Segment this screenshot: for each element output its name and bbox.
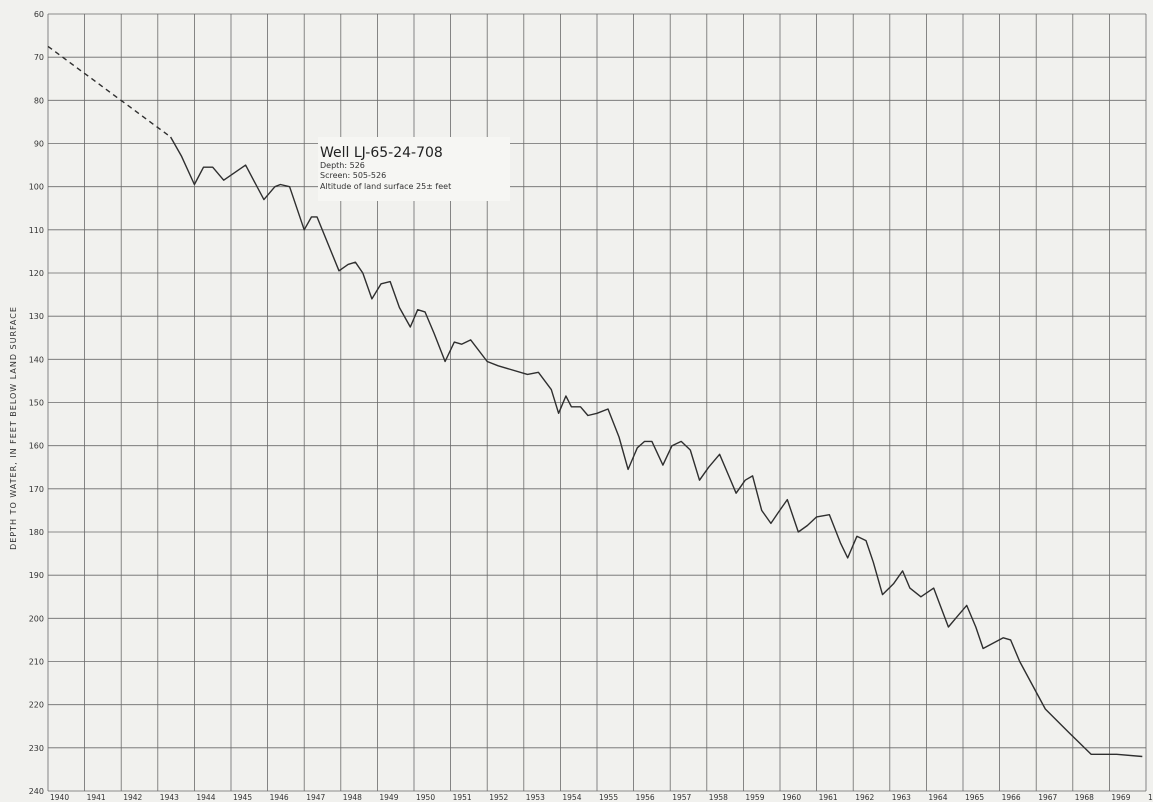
y-tick-label: 80 xyxy=(34,96,44,105)
x-tick-label: 1944 xyxy=(196,793,215,802)
y-tick-label: 240 xyxy=(29,787,44,796)
y-tick-label: 140 xyxy=(29,355,44,364)
x-tick-label: 1956 xyxy=(636,793,655,802)
x-tick-label: 1951 xyxy=(453,793,472,802)
x-tick-label: 1968 xyxy=(1075,793,1094,802)
annotation-depth: Depth: 526 xyxy=(320,161,365,170)
estimated-water-level-line xyxy=(47,45,172,138)
y-tick-label: 190 xyxy=(29,571,44,580)
x-tick-label: 1953 xyxy=(526,793,545,802)
x-tick-label: 1963 xyxy=(892,793,911,802)
y-tick-label: 130 xyxy=(29,312,44,321)
x-tick-label: 1960 xyxy=(782,793,801,802)
x-tick-label: 1940 xyxy=(50,793,69,802)
x-tick-label: 1943 xyxy=(160,793,179,802)
y-tick-label: 70 xyxy=(34,53,44,62)
y-tick-label: 160 xyxy=(29,442,44,451)
x-tick-label: 1947 xyxy=(306,793,325,802)
water-level-line xyxy=(169,136,1143,758)
y-tick-label: 150 xyxy=(29,399,44,408)
x-tick-label: 1948 xyxy=(343,793,362,802)
y-tick-label: 230 xyxy=(29,744,44,753)
x-tick-label: 1950 xyxy=(416,793,435,802)
axes: 1940 1941 1942 1943 1944 1945 1946 1947 1948 1949… xyxy=(29,10,1153,802)
annotation-altitude: Altitude of land surface 25± feet xyxy=(320,182,451,191)
x-tick-label: 1959 xyxy=(745,793,764,802)
grid xyxy=(47,13,1147,792)
y-tick-label: 100 xyxy=(29,183,44,192)
y-tick-label: 120 xyxy=(29,269,44,278)
x-tick-label: 1954 xyxy=(562,793,581,802)
x-tick-label: 1967 xyxy=(1038,793,1057,802)
annotation-title: Well LJ-65-24-708 xyxy=(320,145,443,161)
y-tick-label: 200 xyxy=(29,614,44,623)
x-tick-label: 1957 xyxy=(672,793,691,802)
x-tick-label: 1966 xyxy=(1002,793,1021,802)
x-tick-label: 1955 xyxy=(599,793,618,802)
x-tick-label: 1949 xyxy=(379,793,398,802)
x-tick-label: 1965 xyxy=(965,793,984,802)
y-tick-label: 180 xyxy=(29,528,44,537)
y-tick-label: 220 xyxy=(29,701,44,710)
annotation: Well LJ-65-24-708 Depth: 526 Screen: 505… xyxy=(318,137,510,201)
x-tick-label: 1970 xyxy=(1148,793,1153,802)
annotation-screen: Screen: 505-526 xyxy=(320,171,386,180)
x-tick-label: 1942 xyxy=(123,793,142,802)
x-tick-label: 1961 xyxy=(819,793,838,802)
x-tick-label: 1945 xyxy=(233,793,252,802)
y-tick-label: 60 xyxy=(34,10,44,19)
y-tick-label: 170 xyxy=(29,485,44,494)
y-tick-label: 110 xyxy=(29,226,44,235)
y-axis-label: DEPTH TO WATER, IN FEET BELOW LAND SURFA… xyxy=(9,306,18,550)
x-tick-label: 1941 xyxy=(87,793,106,802)
y-tick-label: 210 xyxy=(29,658,44,667)
series xyxy=(47,45,1143,758)
x-tick-label: 1964 xyxy=(928,793,947,802)
y-tick-label: 90 xyxy=(34,140,44,149)
x-tick-label: 1946 xyxy=(270,793,289,802)
annotation-background xyxy=(318,137,510,201)
x-tick-label: 1962 xyxy=(855,793,874,802)
x-tick-label: 1969 xyxy=(1111,793,1130,802)
x-tick-label: 1952 xyxy=(489,793,508,802)
x-tick-label: 1958 xyxy=(709,793,728,802)
